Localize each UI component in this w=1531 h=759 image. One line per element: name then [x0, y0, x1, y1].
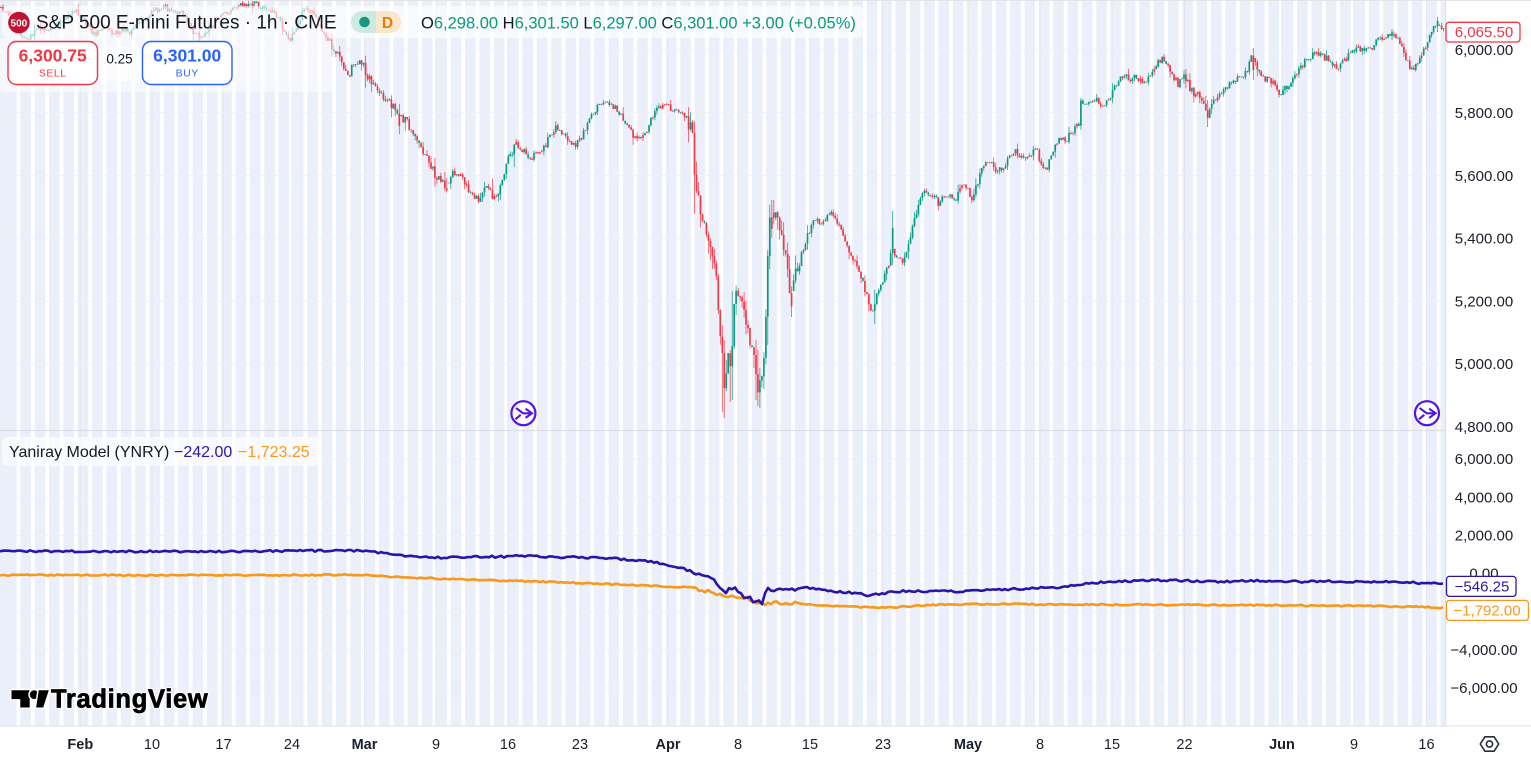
- svg-text:D: D: [382, 15, 393, 32]
- svg-text:10: 10: [144, 737, 160, 753]
- svg-text:4,800.00: 4,800.00: [1455, 419, 1513, 436]
- svg-text:Mar: Mar: [352, 737, 378, 753]
- svg-text:23: 23: [875, 737, 891, 753]
- svg-text:8: 8: [1036, 737, 1044, 753]
- svg-text:0.25: 0.25: [106, 52, 132, 67]
- svg-text:S&P 500 E-mini Futures · 1h ·: S&P 500 E-mini Futures · 1h · CME: [36, 12, 337, 33]
- svg-text:TradingView: TradingView: [51, 686, 208, 714]
- svg-text:−1,792.00: −1,792.00: [1453, 602, 1520, 619]
- svg-text:6,301.00: 6,301.00: [153, 46, 221, 66]
- svg-text:17: 17: [215, 737, 231, 753]
- svg-text:5,200.00: 5,200.00: [1455, 293, 1513, 310]
- svg-text:500: 500: [11, 18, 28, 29]
- svg-text:O6,298.00 H6,301.50 L6,297.00: O6,298.00 H6,301.50 L6,297.00 C6,301.00 …: [421, 14, 856, 32]
- svg-text:Jun: Jun: [1269, 737, 1295, 753]
- svg-text:5,600.00: 5,600.00: [1455, 168, 1513, 185]
- svg-text:16: 16: [500, 737, 516, 753]
- svg-text:−4,000.00: −4,000.00: [1450, 642, 1517, 659]
- svg-text:Feb: Feb: [67, 737, 93, 753]
- svg-text:6,000.00: 6,000.00: [1455, 451, 1513, 468]
- svg-text:16: 16: [1418, 737, 1434, 753]
- svg-text:BUY: BUY: [176, 68, 199, 80]
- svg-text:5,000.00: 5,000.00: [1455, 356, 1513, 373]
- svg-text:15: 15: [802, 737, 818, 753]
- svg-text:−546.25: −546.25: [1455, 578, 1510, 595]
- svg-text:22: 22: [1176, 737, 1192, 753]
- svg-text:8: 8: [734, 737, 742, 753]
- svg-text:5,400.00: 5,400.00: [1455, 231, 1513, 248]
- svg-text:TradingView: TradingView: [51, 686, 208, 714]
- svg-text:6,065.50: 6,065.50: [1455, 24, 1513, 41]
- svg-text:23: 23: [572, 737, 588, 753]
- svg-text:−242.00: −242.00: [174, 444, 232, 461]
- svg-text:24: 24: [284, 737, 300, 753]
- svg-text:6,300.75: 6,300.75: [19, 46, 87, 66]
- svg-text:9: 9: [432, 737, 440, 753]
- svg-text:−1,723.25: −1,723.25: [238, 444, 310, 461]
- svg-text:9: 9: [1350, 737, 1358, 753]
- svg-text:Apr: Apr: [656, 737, 681, 753]
- svg-text:May: May: [954, 737, 982, 753]
- svg-text:Yaniray Model (YNRY): Yaniray Model (YNRY): [9, 444, 169, 461]
- svg-text:−6,000.00: −6,000.00: [1450, 680, 1517, 697]
- svg-text:6,000.00: 6,000.00: [1455, 42, 1513, 59]
- svg-text:SELL: SELL: [39, 68, 67, 80]
- svg-text:4,000.00: 4,000.00: [1455, 489, 1513, 506]
- svg-text:2,000.00: 2,000.00: [1455, 528, 1513, 545]
- svg-text:5,800.00: 5,800.00: [1455, 105, 1513, 122]
- svg-text:15: 15: [1104, 737, 1120, 753]
